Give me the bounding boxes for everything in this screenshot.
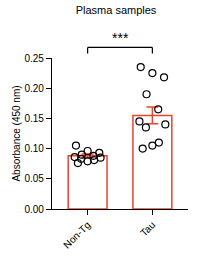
svg-text:Tau: Tau — [138, 219, 157, 238]
svg-text:Non-Tg: Non-Tg — [61, 219, 92, 250]
svg-text:***: *** — [112, 30, 129, 46]
svg-text:0.05: 0.05 — [24, 173, 44, 184]
svg-text:0.00: 0.00 — [24, 204, 44, 215]
svg-text:0.10: 0.10 — [24, 143, 44, 154]
svg-text:0.25: 0.25 — [24, 53, 44, 64]
svg-text:Plasma samples: Plasma samples — [76, 4, 157, 16]
svg-text:0.20: 0.20 — [24, 83, 44, 94]
svg-text:Absorbance (450 nm): Absorbance (450 nm) — [11, 85, 22, 181]
svg-text:0.15: 0.15 — [24, 113, 44, 124]
